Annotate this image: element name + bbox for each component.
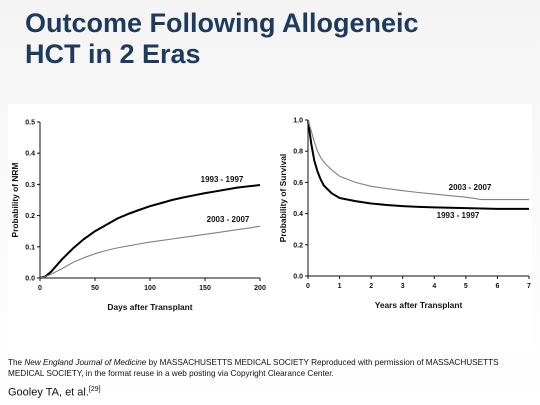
nrm-chart: 0.0 0.1 0.2 0.3 0.4 0.5 0 50 100 150 200 Days after… [10,120,266,313]
y-tick-label: 0.0 [25,276,35,283]
y-tick-label: 0.3 [25,182,35,189]
x-tick-label: 7 [527,283,531,290]
reference-text: Gooley TA, et al. [8,386,89,399]
y-tick-label: 0.0 [293,274,303,281]
series-label: 2003 - 2007 [207,215,250,224]
y-tick-label: 0.4 [25,151,35,158]
y-tick-label: 0.2 [25,213,35,220]
series-label: 1993 - 1997 [437,211,480,220]
x-tick-label: 0 [306,283,310,290]
y-tick-label: 1.0 [293,118,303,125]
x-tick-label: 200 [254,285,266,292]
y-tick-label: 0.5 [25,120,35,127]
series-line [307,119,529,201]
y-tick-label: 0.8 [293,149,303,156]
series-line [39,184,261,279]
y-axis-label: Probability of Survival [278,154,288,242]
x-tick-label: 150 [199,285,211,292]
x-tick-label: 2 [369,283,373,290]
credit-journal-name: New England Journal of Medicine [24,358,147,367]
y-axis-label: Probability of NRM [10,163,20,238]
y-tick-label: 0.4 [293,211,303,218]
x-axis-label: Years after Transplant [375,300,463,310]
y-tick-label: 0.2 [293,242,303,249]
x-tick-label: 5 [464,283,468,290]
x-tick-label: 0 [38,285,42,292]
x-tick-label: 1 [338,283,342,290]
slide-title: Outcome Following Allogeneic HCT in 2 Er… [25,8,525,70]
copyright-credit: The New England Journal of Medicine by M… [8,358,536,379]
series-line [307,119,529,210]
credit-text: by MASSACHUSETTS MEDICAL SOCIETY Reprodu… [8,358,499,378]
credit-prefix: The [8,358,25,367]
x-tick-label: 50 [91,285,99,292]
x-tick-label: 6 [495,283,499,290]
reference-citation: Gooley TA, et al.[29] [8,386,101,399]
series-line [39,225,261,279]
y-tick-label: 0.6 [293,180,303,187]
x-tick-label: 100 [144,285,156,292]
series-label: 1993 - 1997 [201,175,244,184]
slide-title-line-2: HCT in 2 Eras [25,39,201,69]
series-label: 2003 - 2007 [449,183,492,192]
figure-panel: 0.0 0.1 0.2 0.3 0.4 0.5 0 50 100 150 200 Days after… [8,104,532,352]
x-tick-label: 4 [432,283,436,290]
y-tick-label: 0.1 [25,244,35,251]
reference-number: [29] [88,386,101,393]
survival-chart: 0.0 0.2 0.4 0.6 0.8 1.0 0 1 2 3 4 5 6 7 Years after Tr… [278,118,531,311]
x-tick-label: 3 [401,283,405,290]
x-axis-label: Days after Transplant [107,302,192,312]
slide-title-line-1: Outcome Following Allogeneic [25,8,419,38]
